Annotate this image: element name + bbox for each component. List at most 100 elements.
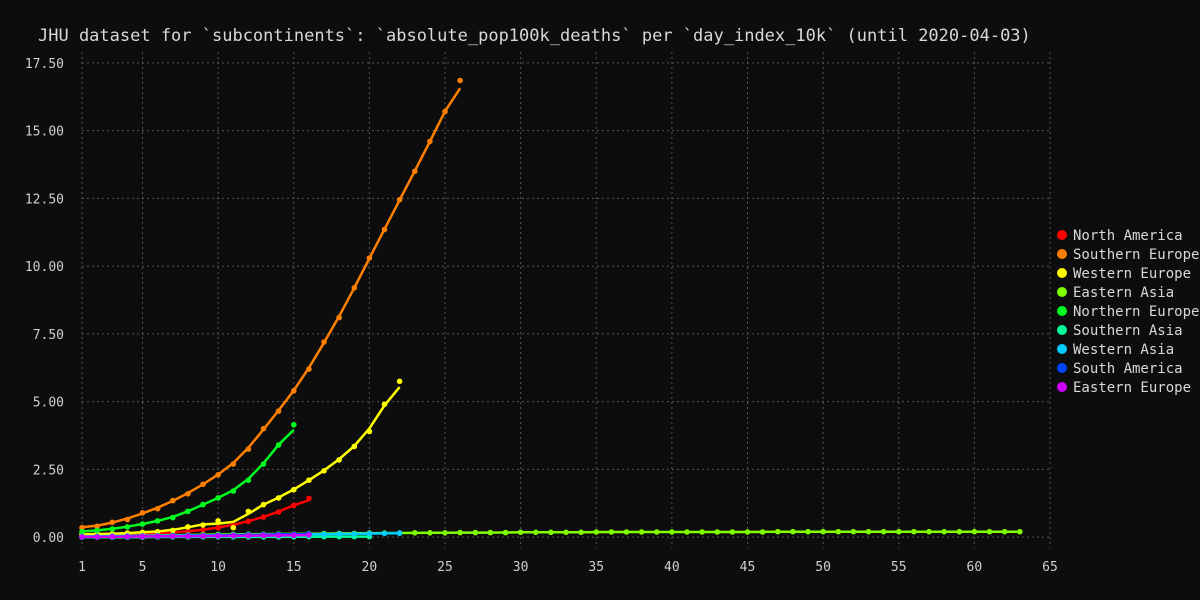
series-line	[81, 533, 309, 539]
data-point	[139, 521, 146, 527]
x-tick-label: 20	[362, 560, 378, 575]
data-point	[381, 530, 388, 537]
data-point	[230, 461, 237, 467]
data-point	[124, 524, 131, 530]
data-point	[896, 528, 902, 535]
legend-marker	[1057, 287, 1067, 297]
data-point	[200, 522, 206, 528]
data-point	[502, 529, 509, 536]
legend-item: Western Asia	[1057, 342, 1174, 358]
x-tick-label: 30	[513, 560, 529, 575]
data-point	[215, 518, 221, 524]
data-point	[457, 77, 463, 84]
data-point	[109, 526, 116, 532]
legend-item: Eastern Europe	[1057, 380, 1191, 396]
series-line	[81, 87, 462, 529]
legend-marker	[1057, 230, 1067, 240]
y-tick-label: 0.00	[33, 531, 64, 546]
legend-label: Northern Europe	[1073, 304, 1199, 320]
data-point	[291, 486, 297, 493]
series-eastern-europe	[79, 532, 312, 540]
grid	[81, 52, 1051, 548]
y-tick-label: 12.50	[25, 192, 64, 207]
legend-marker	[1057, 344, 1067, 354]
legend-label: Southern Europe	[1073, 247, 1199, 263]
data-point	[684, 529, 690, 535]
data-point	[306, 532, 312, 538]
legend-item: Western Europe	[1057, 266, 1191, 282]
data-point	[215, 472, 221, 478]
data-point	[412, 168, 418, 175]
data-point	[654, 529, 660, 535]
x-tick-label: 35	[588, 560, 604, 575]
data-point	[275, 442, 282, 448]
series-southern-europe	[79, 77, 463, 531]
data-point	[336, 531, 342, 537]
data-point	[306, 477, 312, 484]
data-point	[336, 457, 342, 463]
data-point	[245, 446, 252, 452]
legend-marker	[1057, 382, 1067, 392]
data-point	[759, 529, 766, 535]
data-point	[729, 529, 736, 535]
data-point	[321, 468, 327, 474]
data-point	[1001, 528, 1008, 535]
legend-label: Western Asia	[1073, 342, 1174, 358]
data-point	[124, 516, 131, 523]
data-point	[971, 528, 978, 535]
data-point	[94, 534, 100, 540]
data-point	[548, 529, 554, 536]
data-point	[427, 530, 433, 536]
data-point	[699, 529, 705, 535]
data-point	[366, 255, 373, 261]
series-layer	[79, 77, 1023, 540]
data-point	[170, 533, 176, 540]
data-point	[275, 408, 282, 414]
data-point	[941, 528, 947, 535]
legend-label: Western Europe	[1073, 266, 1191, 282]
data-point	[593, 529, 600, 535]
data-point	[563, 529, 569, 536]
data-point	[381, 401, 388, 408]
data-point	[291, 421, 297, 428]
data-point	[94, 523, 100, 530]
data-point	[396, 196, 403, 203]
data-point	[820, 528, 826, 535]
y-tick-label: 10.00	[25, 260, 64, 275]
data-point	[170, 527, 176, 534]
series-line	[81, 386, 401, 536]
legend-marker	[1057, 363, 1067, 373]
data-point	[215, 533, 221, 539]
legend-item: Northern Europe	[1057, 304, 1199, 320]
data-point	[109, 519, 116, 526]
data-point	[442, 530, 448, 536]
data-point	[775, 528, 781, 535]
data-point	[215, 495, 221, 501]
data-point	[714, 529, 721, 535]
y-tick-label: 17.50	[25, 57, 64, 72]
data-point	[366, 530, 373, 537]
data-point	[472, 529, 479, 536]
x-tick-label: 50	[815, 560, 831, 575]
data-point	[351, 443, 358, 450]
data-point	[306, 366, 312, 372]
data-point	[94, 527, 100, 534]
data-point	[926, 528, 932, 535]
data-point	[517, 529, 524, 536]
data-point	[230, 488, 237, 494]
data-point	[835, 528, 842, 535]
data-point	[608, 529, 615, 535]
y-tick-label: 5.00	[33, 396, 64, 411]
data-point	[880, 528, 887, 535]
x-tick-label: 40	[664, 560, 680, 575]
data-point	[154, 505, 161, 512]
x-tick-label: 60	[967, 560, 983, 575]
data-point	[200, 533, 206, 539]
data-point	[260, 501, 267, 508]
legend-item: Eastern Asia	[1057, 285, 1174, 301]
y-tick-label: 15.00	[25, 125, 64, 140]
data-point	[245, 533, 252, 539]
x-tick-label: 15	[286, 560, 302, 575]
data-point	[154, 518, 161, 524]
